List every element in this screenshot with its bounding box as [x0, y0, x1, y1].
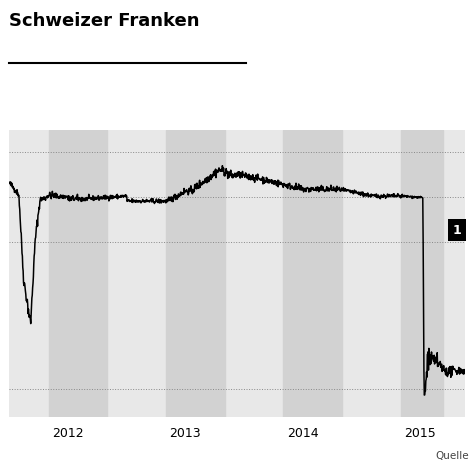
- Text: Schweizer Franken: Schweizer Franken: [9, 12, 200, 30]
- Bar: [166, 130, 225, 417]
- Bar: [49, 130, 108, 417]
- Bar: [283, 130, 342, 417]
- Bar: [401, 130, 443, 417]
- Text: Quelle: Quelle: [436, 450, 469, 461]
- Text: 1: 1: [453, 224, 462, 237]
